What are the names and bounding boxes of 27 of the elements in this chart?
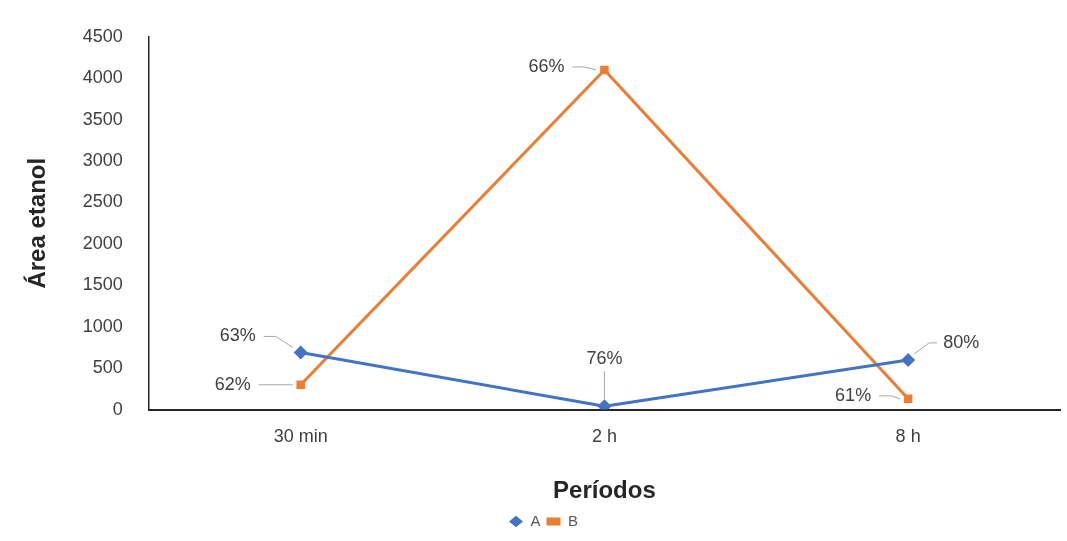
point [600, 65, 609, 75]
y-tick-label: 4500 [82, 25, 123, 46]
y-tick-label: 2500 [82, 191, 123, 212]
legend-label: B [568, 511, 579, 529]
x-tick-label: 8 h [895, 426, 921, 447]
y-tick-label: 4000 [82, 67, 123, 88]
y-axis-title: Área etanol [23, 157, 51, 289]
point [901, 352, 916, 367]
y-tick-label: 0 [112, 398, 123, 419]
point [293, 345, 308, 360]
y-tick-label: 3500 [82, 108, 123, 129]
y-tick-label: 1500 [82, 274, 123, 295]
annotation: 62% [214, 373, 251, 394]
annotation: 63% [219, 325, 256, 346]
x-axis-title: Períodos [553, 476, 656, 504]
legend-label: A [530, 511, 541, 529]
point [296, 380, 305, 389]
annotation: 66% [528, 55, 565, 76]
x-tick-label: 30 min [273, 426, 328, 447]
annotation: 61% [835, 384, 872, 405]
y-tick-label: 1000 [82, 315, 123, 336]
y-tick-label: 500 [92, 357, 123, 378]
annotation: 80% [943, 331, 980, 352]
x-tick-label: 2 h [591, 426, 617, 447]
y-tick-label: 3000 [82, 150, 123, 171]
annotation: 76% [586, 348, 623, 369]
y-tick-label: 2000 [82, 232, 123, 253]
